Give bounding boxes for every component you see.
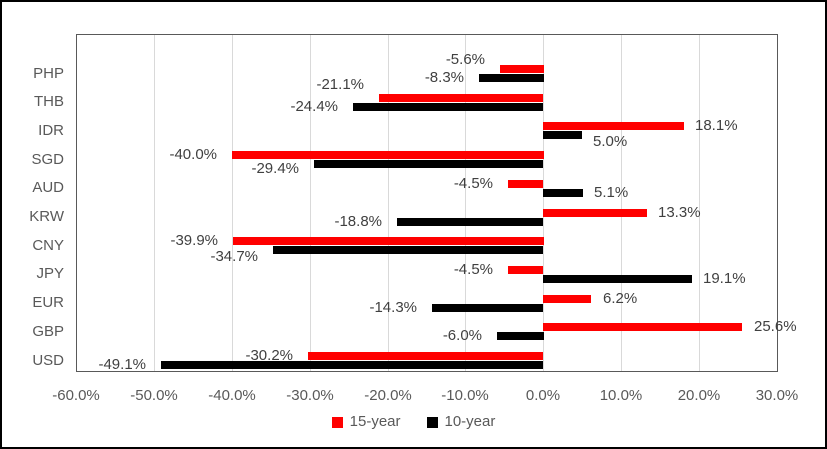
bar-10-year-EUR bbox=[432, 304, 543, 312]
bar-label-15-year-USD: -30.2% bbox=[245, 347, 293, 364]
category-label-SGD: SGD bbox=[31, 151, 64, 168]
bar-10-year-AUD bbox=[543, 189, 583, 197]
bar-label-15-year-GBP: 25.6% bbox=[754, 318, 797, 335]
category-label-PHP: PHP bbox=[33, 65, 64, 82]
bar-label-10-year-PHP: -8.3% bbox=[424, 69, 464, 86]
bar-label-15-year-EUR: 6.2% bbox=[603, 290, 638, 307]
category-label-USD: USD bbox=[32, 352, 64, 369]
x-tick-label--10.0%: -10.0% bbox=[441, 387, 489, 404]
bar-label-15-year-AUD: -4.5% bbox=[453, 175, 493, 192]
bar-label-10-year-SGD: -29.4% bbox=[251, 160, 299, 177]
bar-15-year-CNY bbox=[233, 237, 544, 245]
grid-line--60.0% bbox=[76, 34, 77, 372]
bar-10-year-JPY bbox=[543, 275, 692, 283]
legend-label-15-year: 15-year bbox=[349, 413, 401, 430]
legend-item-15-year: 15-year bbox=[331, 413, 401, 430]
category-label-CNY: CNY bbox=[32, 237, 64, 254]
category-label-THB: THB bbox=[34, 93, 64, 110]
bar-label-10-year-AUD: 5.1% bbox=[594, 184, 629, 201]
bar-15-year-IDR bbox=[543, 122, 684, 130]
grid-line-0.0% bbox=[543, 34, 544, 372]
bar-15-year-SGD bbox=[232, 151, 544, 159]
bar-label-10-year-JPY: 19.1% bbox=[703, 270, 746, 287]
bar-label-15-year-THB: -21.1% bbox=[316, 76, 364, 93]
bar-10-year-PHP bbox=[479, 74, 544, 82]
bar-15-year-USD bbox=[308, 352, 543, 360]
x-tick-label--30.0%: -30.0% bbox=[286, 387, 334, 404]
legend-swatch-15-year bbox=[331, 416, 343, 428]
x-tick-label--40.0%: -40.0% bbox=[208, 387, 256, 404]
bar-10-year-CNY bbox=[273, 246, 543, 254]
bar-label-10-year-KRW: -18.8% bbox=[334, 213, 382, 230]
bar-label-10-year-CNY: -34.7% bbox=[210, 248, 258, 265]
x-tick-label--20.0%: -20.0% bbox=[364, 387, 412, 404]
category-label-IDR: IDR bbox=[38, 122, 64, 139]
category-label-JPY: JPY bbox=[36, 265, 64, 282]
legend-swatch-10-year bbox=[426, 416, 438, 428]
x-tick-label--50.0%: -50.0% bbox=[130, 387, 178, 404]
bar-label-10-year-THB: -24.4% bbox=[290, 98, 338, 115]
bar-label-10-year-EUR: -14.3% bbox=[369, 299, 417, 316]
legend-label-10-year: 10-year bbox=[444, 413, 496, 430]
grid-line-20.0% bbox=[699, 34, 700, 372]
bar-10-year-THB bbox=[353, 103, 543, 111]
bar-15-year-THB bbox=[379, 94, 543, 102]
grid-line--50.0% bbox=[154, 34, 155, 372]
category-label-EUR: EUR bbox=[32, 294, 64, 311]
grid-line-10.0% bbox=[621, 34, 622, 372]
bar-label-15-year-KRW: 13.3% bbox=[658, 204, 701, 221]
bar-label-15-year-IDR: 18.1% bbox=[695, 117, 738, 134]
grid-line--10.0% bbox=[465, 34, 466, 372]
bar-label-15-year-JPY: -4.5% bbox=[453, 261, 493, 278]
bar-15-year-PHP bbox=[500, 65, 544, 73]
legend: 15-year 10-year bbox=[2, 414, 825, 430]
bar-10-year-KRW bbox=[397, 218, 543, 226]
bar-label-15-year-CNY: -39.9% bbox=[170, 232, 218, 249]
bar-10-year-GBP bbox=[497, 332, 544, 340]
bar-15-year-AUD bbox=[508, 180, 543, 188]
bar-10-year-IDR bbox=[543, 131, 582, 139]
category-label-GBP: GBP bbox=[32, 323, 64, 340]
bar-15-year-KRW bbox=[543, 209, 647, 217]
x-tick-label--60.0%: -60.0% bbox=[52, 387, 100, 404]
bar-label-10-year-IDR: 5.0% bbox=[593, 133, 628, 150]
grid-line--30.0% bbox=[310, 34, 311, 372]
legend-item-10-year: 10-year bbox=[426, 413, 496, 430]
x-tick-label-30.0%: 30.0% bbox=[755, 387, 799, 404]
category-label-AUD: AUD bbox=[32, 179, 64, 196]
bar-15-year-JPY bbox=[508, 266, 543, 274]
bar-15-year-EUR bbox=[543, 295, 591, 303]
bar-15-year-GBP bbox=[543, 323, 742, 331]
grid-line--40.0% bbox=[232, 34, 233, 372]
category-label-KRW: KRW bbox=[29, 208, 64, 225]
bar-label-15-year-PHP: -5.6% bbox=[445, 51, 485, 68]
bar-10-year-USD bbox=[161, 361, 543, 369]
bar-label-15-year-SGD: -40.0% bbox=[169, 146, 217, 163]
x-tick-label-0.0%: 0.0% bbox=[525, 387, 561, 404]
x-tick-label-10.0%: 10.0% bbox=[599, 387, 643, 404]
x-tick-label-20.0%: 20.0% bbox=[677, 387, 721, 404]
bar-label-10-year-GBP: -6.0% bbox=[442, 327, 482, 344]
bar-label-10-year-USD: -49.1% bbox=[98, 356, 146, 373]
grid-line--20.0% bbox=[388, 34, 389, 372]
bar-10-year-SGD bbox=[314, 160, 543, 168]
